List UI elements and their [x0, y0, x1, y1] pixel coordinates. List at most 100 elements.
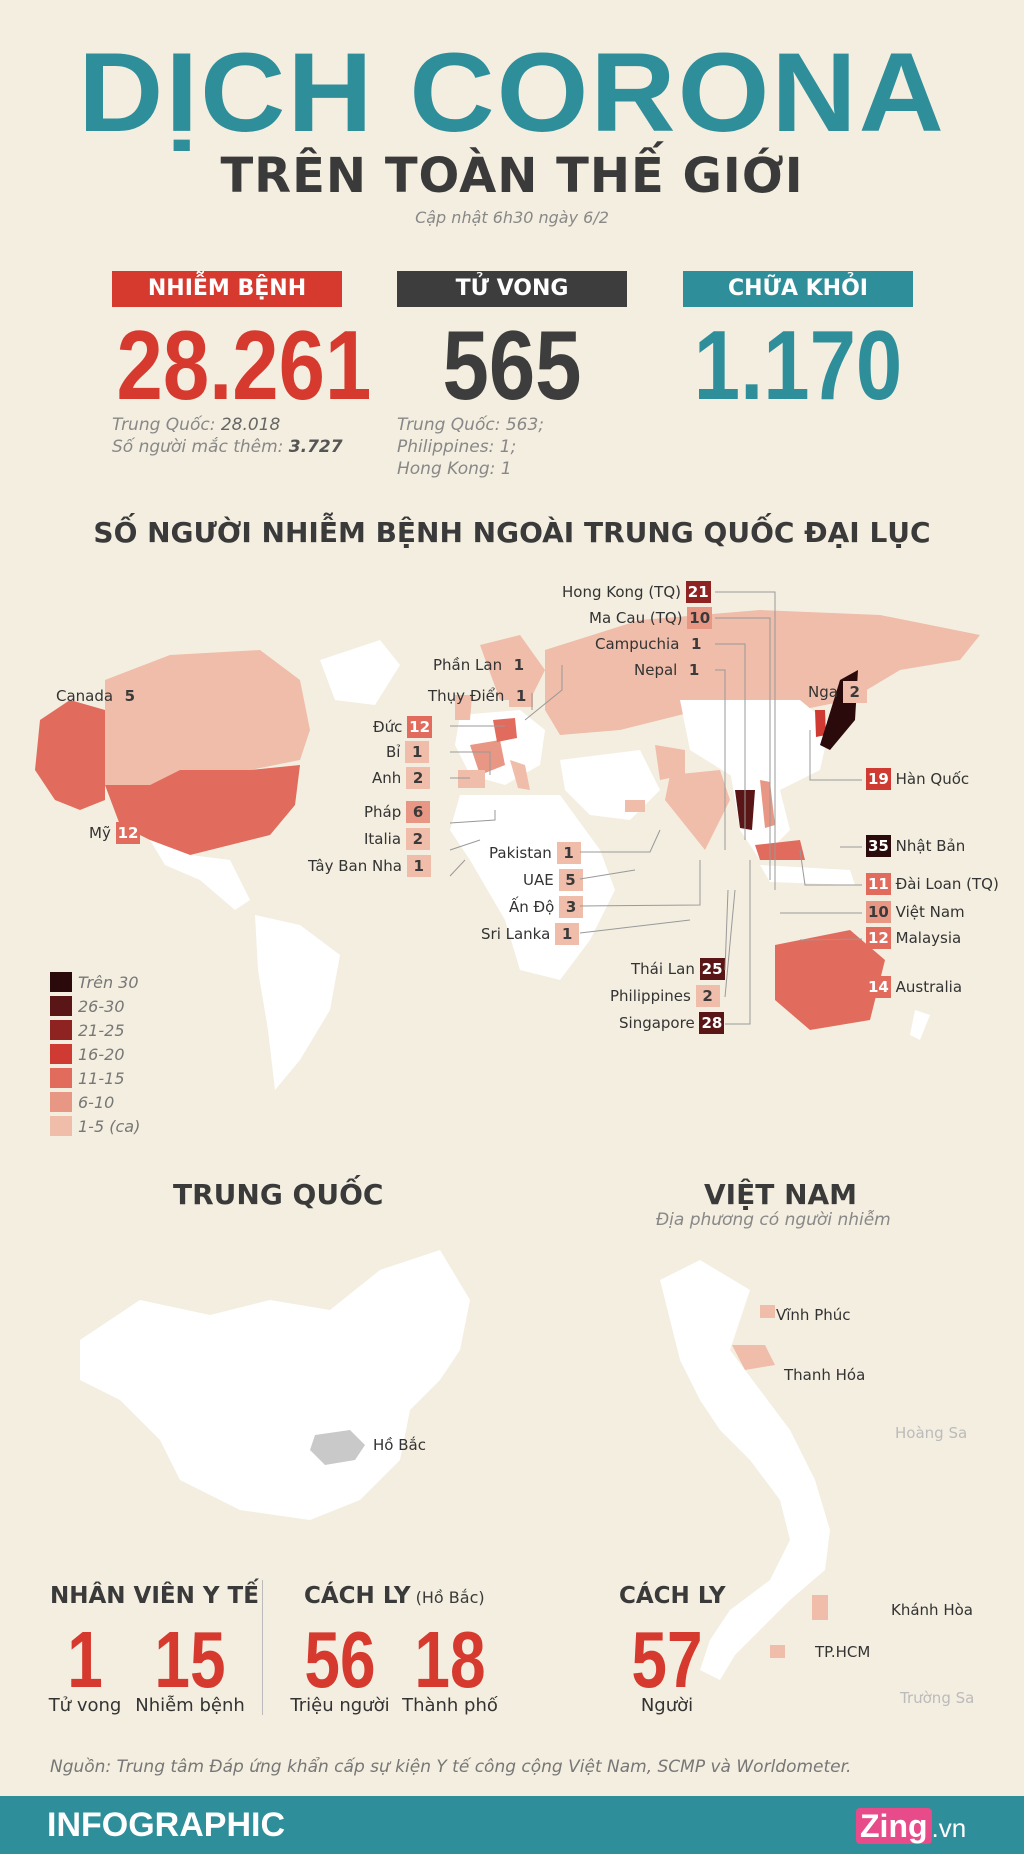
- country-label: Mỹ 12: [89, 822, 141, 844]
- map-legend: Trên 30 26-30 21-25 16-20 11-15 6-10 1-5…: [50, 970, 140, 1138]
- australia-shape: [775, 930, 885, 1030]
- quarantine-vn-label: Người: [640, 1695, 694, 1716]
- quarantine-vn-title: CÁCH LY: [619, 1583, 726, 1609]
- country-label: Thái Lan 25: [631, 958, 725, 980]
- country-label: Hong Kong (TQ) 21: [562, 581, 711, 603]
- italy-shape: [510, 760, 530, 790]
- country-label: Pakistan 1: [489, 842, 581, 864]
- country-label: Italia 2: [364, 828, 430, 850]
- quarantine-people: 56: [304, 1615, 376, 1704]
- country-label: Singapore 28: [619, 1012, 725, 1034]
- country-label: Bỉ 1: [386, 741, 430, 763]
- medical-infected-label: Nhiễm bệnh: [135, 1695, 245, 1716]
- country-label: Pháp 6: [364, 801, 431, 823]
- uae-shape: [625, 800, 645, 812]
- south-america-shape: [255, 915, 340, 1090]
- central-america-shape: [150, 840, 250, 910]
- footer-brand-logo[interactable]: Zing .vn: [856, 1808, 966, 1845]
- country-label: Nga 2: [808, 681, 867, 703]
- vn-place-label: Khánh Hòa: [891, 1601, 973, 1619]
- island-label: Trường Sa: [900, 1689, 975, 1707]
- country-label: 10 Việt Nam: [866, 901, 965, 923]
- island-label: Hoàng Sa: [895, 1424, 968, 1442]
- vn-place-label: TP.HCM: [815, 1643, 871, 1661]
- medical-title: NHÂN VIÊN Y TẾ: [50, 1583, 259, 1609]
- country-label: Ấn Độ 3: [509, 896, 584, 918]
- country-label: Phần Lan 1: [433, 654, 531, 676]
- country-label: Nepal 1: [634, 659, 707, 681]
- recovered-value: 1.170: [693, 310, 903, 420]
- vietnam-shape: [760, 780, 775, 828]
- legend-swatch: [50, 972, 72, 992]
- indonesia-shape: [760, 865, 855, 885]
- main-title: DỊCH CORONA: [78, 30, 946, 156]
- deaths-value: 565: [442, 310, 582, 420]
- quarantine-cities: 18: [414, 1615, 486, 1704]
- hubei-label: Hồ Bắc: [373, 1436, 426, 1454]
- germany-shape: [493, 718, 517, 742]
- quarantine-cities-label: Thành phố: [402, 1695, 498, 1716]
- legend-swatch: [50, 1044, 72, 1064]
- infected-note: Trung Quốc: 28.018 Số người mắc thêm: 3.…: [112, 415, 343, 457]
- country-label: Đức 12: [373, 716, 433, 738]
- legend-swatch: [50, 1116, 72, 1136]
- legend-swatch: [50, 1068, 72, 1088]
- china-map: [80, 1250, 470, 1520]
- vinh-phuc-shape: [760, 1305, 775, 1318]
- china-shape: [680, 700, 830, 790]
- vietnam-title: VIỆT NAM: [704, 1178, 858, 1211]
- spain-shape: [458, 770, 485, 788]
- country-label: 14 Australia: [866, 976, 963, 998]
- country-label: Ma Cau (TQ) 10: [589, 607, 713, 629]
- tphcm-shape: [770, 1645, 785, 1658]
- deaths-note: Trung Quốc: 563; Philippines: 1; Hong Ko…: [397, 415, 545, 479]
- khanh-hoa-shape: [812, 1595, 828, 1620]
- vietnam-subtitle: Địa phương có người nhiễm: [656, 1210, 891, 1230]
- vn-place-label: Thanh Hóa: [784, 1366, 866, 1384]
- country-label: Sri Lanka 1: [481, 923, 580, 945]
- vn-place-label: Vĩnh Phúc: [776, 1306, 851, 1324]
- country-label: 19 Hàn Quốc: [866, 768, 970, 790]
- country-label: UAE 5: [523, 869, 583, 891]
- source-note: Nguồn: Trung tâm Đáp ứng khẩn cấp sự kiệ…: [50, 1757, 852, 1777]
- pakistan-shape: [655, 745, 685, 780]
- legend-swatch: [50, 1092, 72, 1112]
- france-shape: [470, 740, 505, 775]
- china-title: TRUNG QUỐC: [173, 1178, 384, 1211]
- india-shape: [665, 770, 730, 850]
- canada-shape: [105, 650, 310, 785]
- country-label: Anh 2: [372, 767, 431, 789]
- uk-shape: [455, 695, 472, 720]
- medical-infected: 15: [154, 1615, 226, 1704]
- country-label: Tây Ban Nha 1: [308, 855, 431, 877]
- quarantine-people-label: Triệu người: [290, 1695, 390, 1716]
- country-label: Philippines 2: [610, 985, 720, 1007]
- russia-shape: [545, 610, 980, 735]
- thanh-hoa-shape: [732, 1345, 775, 1370]
- infected-value: 28.261: [116, 310, 372, 420]
- hubei-shape: [310, 1430, 365, 1465]
- medical-deaths-label: Tử vong: [48, 1695, 122, 1716]
- footer-infographic-label: INFOGRAPHIC: [47, 1806, 285, 1844]
- footer-bar: INFOGRAPHIC Zing .vn: [0, 1796, 1024, 1854]
- recovered-label: CHỮA KHỎI: [683, 271, 913, 307]
- legend-swatch: [50, 996, 72, 1016]
- country-label: 11 Đài Loan (TQ): [866, 873, 999, 895]
- country-label: Thụy Điển 1: [428, 685, 534, 707]
- country-label: Campuchia 1: [595, 633, 709, 655]
- greenland-shape: [320, 640, 400, 705]
- country-label: Canada 5: [56, 685, 142, 707]
- quarantine-hubei-title: CÁCH LY (Hồ Bắc): [304, 1583, 485, 1609]
- country-label: 35 Nhật Bản: [866, 835, 966, 857]
- update-time: Cập nhật 6h30 ngày 6/2: [415, 208, 609, 227]
- leader-lines: [449, 591, 863, 1025]
- vietnam-map: [660, 1260, 830, 1680]
- country-label: 12 Malaysia: [866, 927, 962, 949]
- divider: [262, 1580, 263, 1715]
- alaska-shape: [35, 700, 105, 810]
- world-section-title: SỐ NGƯỜI NHIỄM BỆNH NGOÀI TRUNG QUỐC ĐẠI…: [93, 516, 931, 549]
- quarantine-vn-people: 57: [631, 1615, 703, 1704]
- legend-swatch: [50, 1020, 72, 1040]
- infected-label: NHIỄM BỆNH: [112, 271, 342, 307]
- malaysia-shape: [755, 840, 805, 860]
